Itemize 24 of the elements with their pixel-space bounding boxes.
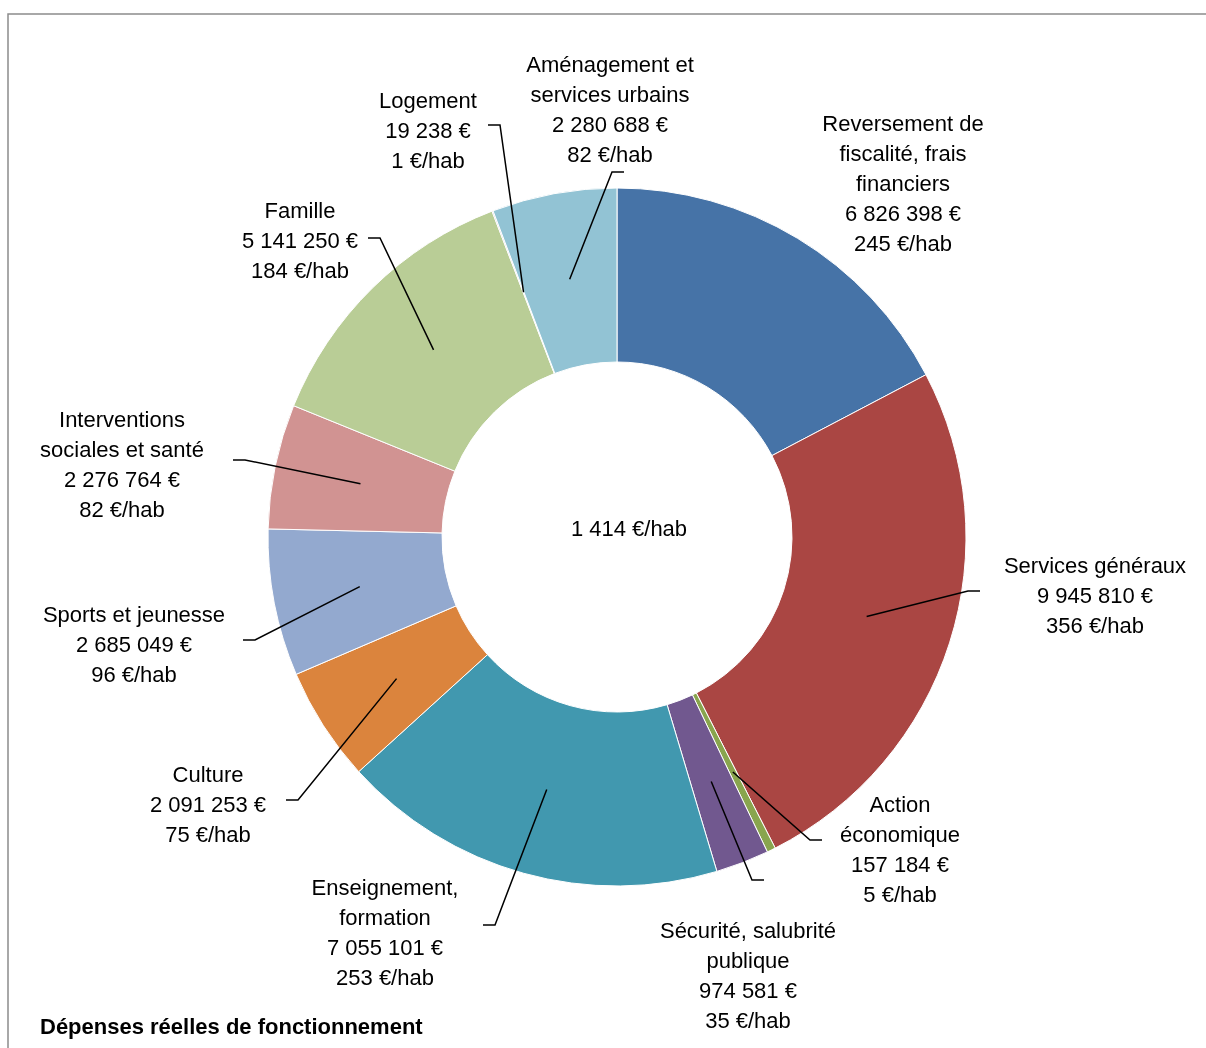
data-label: 2 276 764 € 82 €/hab — [63, 467, 181, 522]
slice-label: Interventions sociales et santé — [40, 407, 204, 462]
text: 1 414 €/hab — [570, 515, 688, 541]
data-label: 157 184 € 5 €/hab — [851, 852, 949, 907]
slice-label: Enseignement, formation — [311, 875, 459, 930]
data-label: 2 280 688 € 82 €/hab — [551, 112, 669, 167]
text: Dépenses réelles de fonctionnement — [40, 1014, 424, 1039]
slice-label: Aménagement et services urbains — [526, 52, 694, 107]
slice-label: Sports et jeunesse — [42, 602, 226, 627]
slice-label: Logement — [379, 88, 477, 113]
data-label: 2 091 253 € 75 €/hab — [149, 792, 267, 847]
slice-label: Action économique — [840, 792, 960, 847]
data-label: 9 945 810 € 356 €/hab — [1036, 583, 1154, 638]
data-label: 974 581 € 35 €/hab — [699, 978, 797, 1033]
slice-label: Sécurité, salubrité publique — [659, 918, 837, 973]
slice-label: Culture — [172, 762, 244, 787]
data-label: 7 055 101 € 253 €/hab — [326, 935, 444, 990]
data-label: 19 238 € 1 €/hab — [385, 118, 471, 173]
data-label: 6 826 398 € 245 €/hab — [844, 201, 962, 256]
slice-label: Services généraux — [1003, 553, 1187, 578]
data-label: 5 141 250 € 184 €/hab — [241, 228, 359, 283]
slice-label: Reversement de fiscalité, frais financiers — [822, 111, 984, 196]
data-label: 2 685 049 € 96 €/hab — [75, 632, 193, 687]
slice-label: Famille — [264, 198, 336, 223]
